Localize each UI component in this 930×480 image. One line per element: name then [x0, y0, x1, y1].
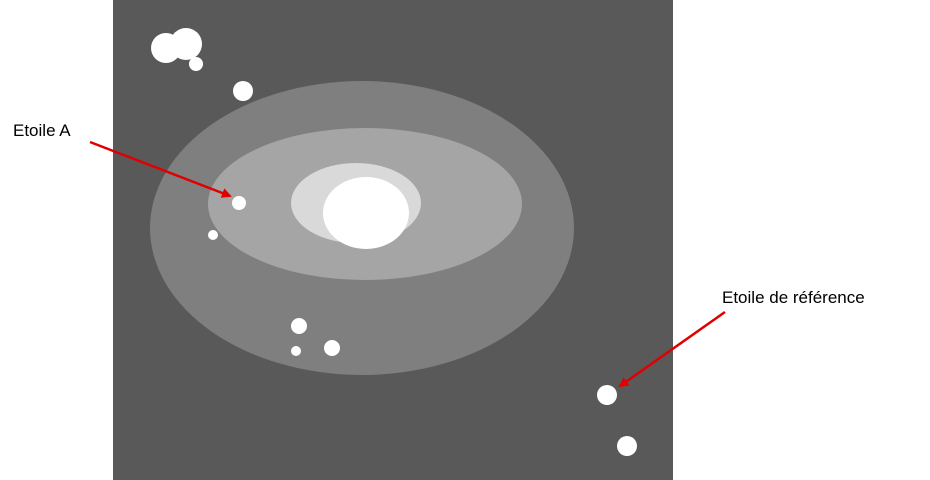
star: [324, 340, 340, 356]
star: [291, 318, 307, 334]
galaxy-core: [323, 177, 409, 249]
star: [208, 230, 218, 240]
label: Etoile de référence: [722, 288, 865, 307]
star: [170, 28, 202, 60]
star: [189, 57, 203, 71]
star: [232, 196, 246, 210]
arrow: [89, 140, 232, 198]
star: [597, 385, 617, 405]
stars: [151, 28, 637, 456]
label: Etoile A: [13, 121, 71, 140]
star: [233, 81, 253, 101]
star: [291, 346, 301, 356]
arrow: [618, 310, 726, 388]
star: [617, 436, 637, 456]
